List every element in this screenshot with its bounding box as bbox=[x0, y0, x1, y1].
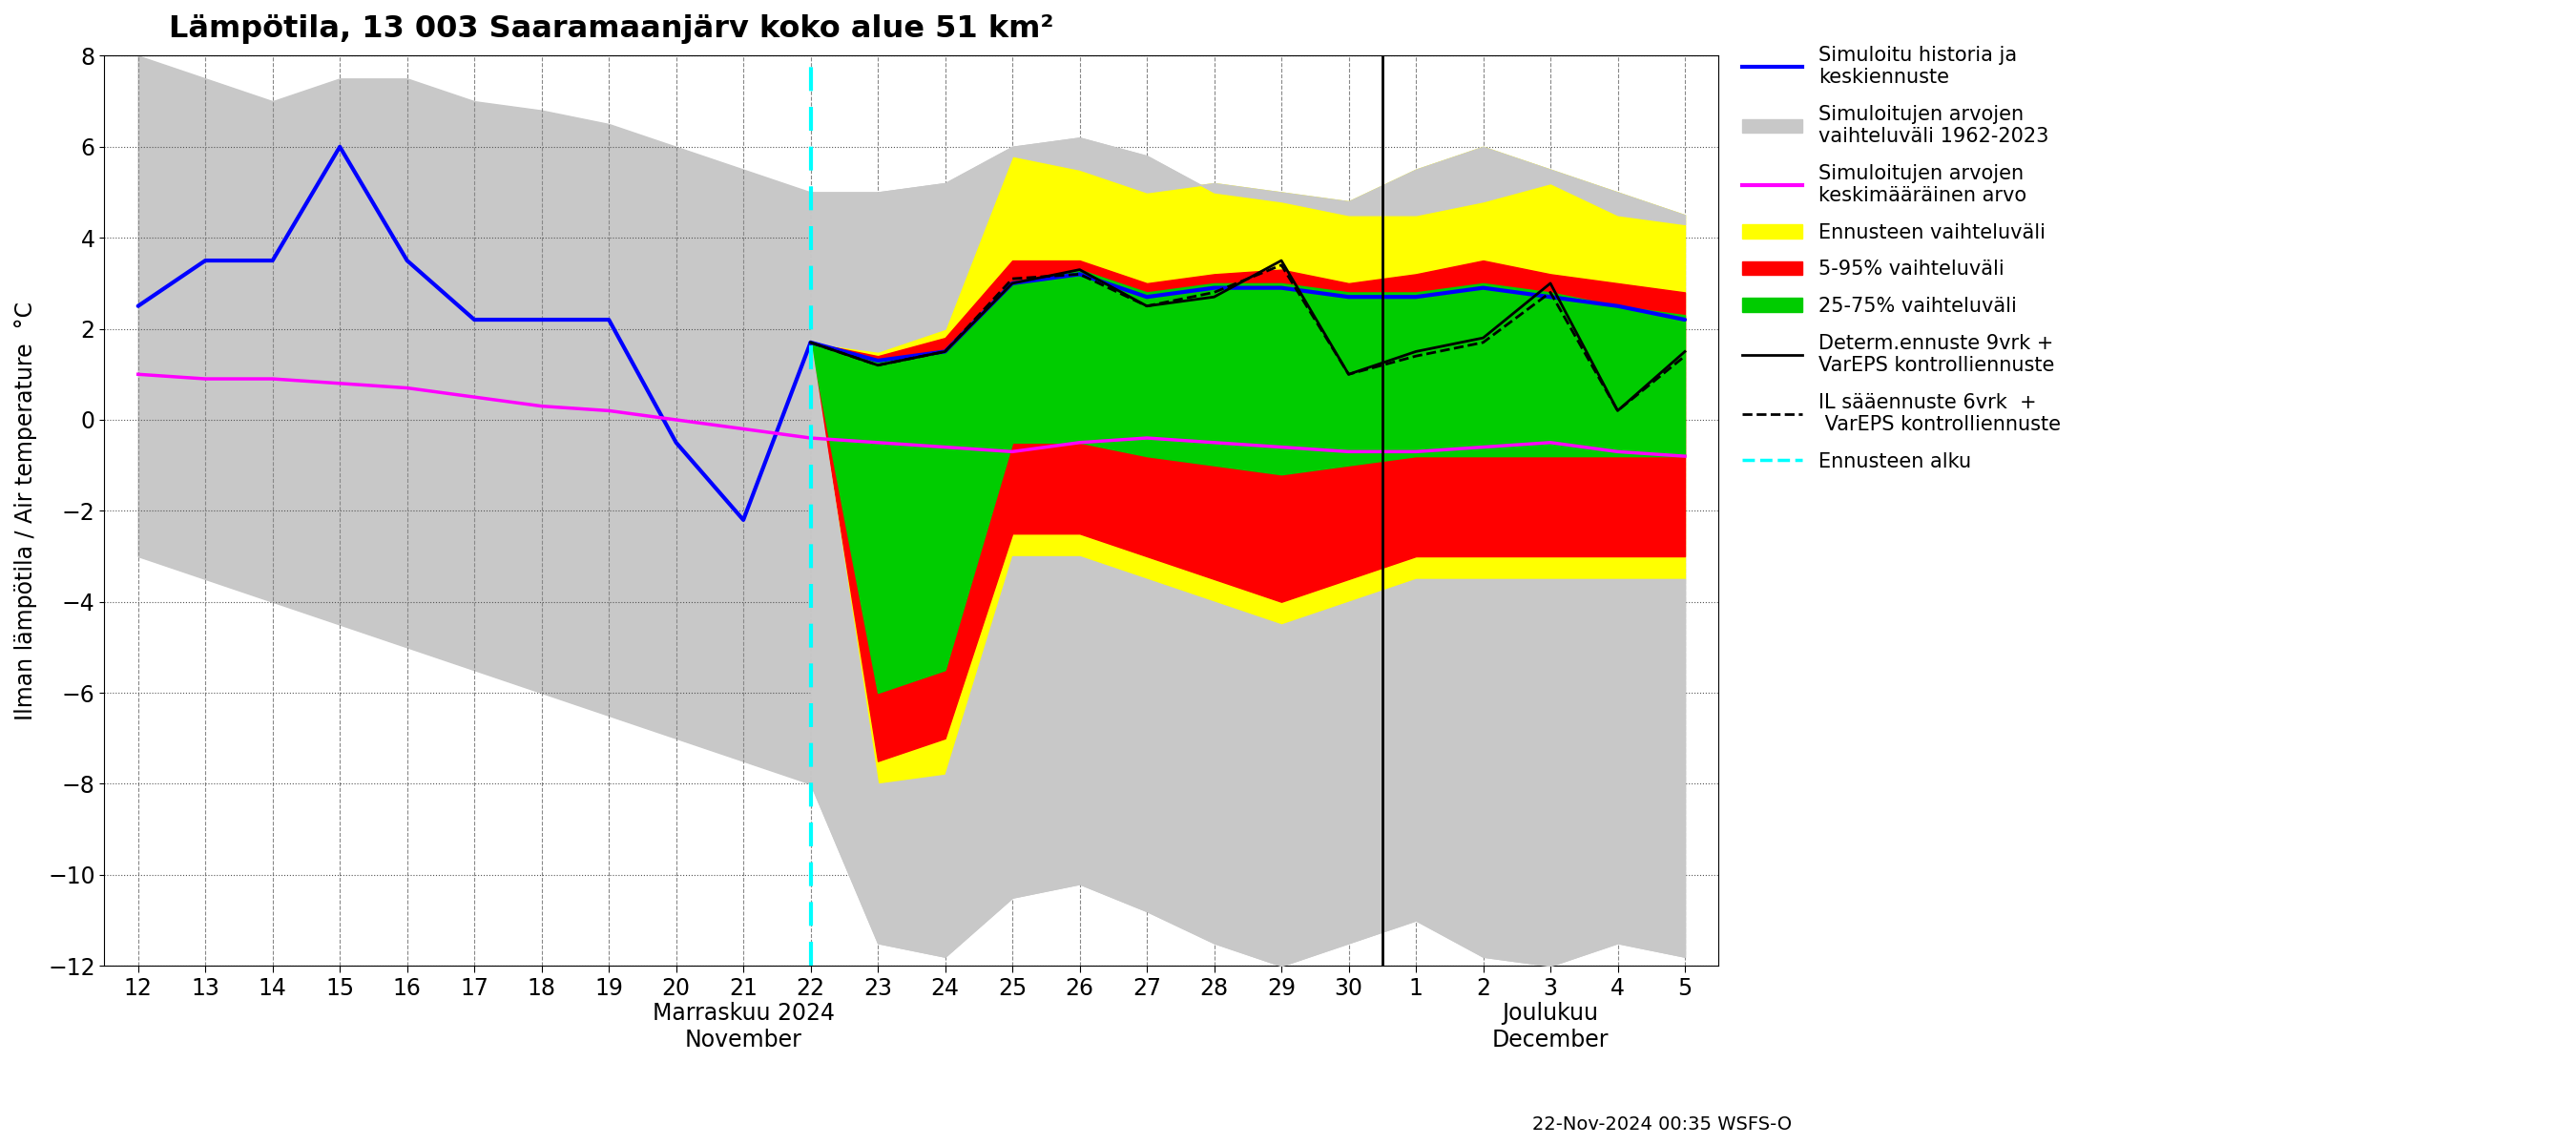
Legend: Simuloitu historia ja
keskiennuste, Simuloitujen arvojen
vaihteluväli 1962-2023,: Simuloitu historia ja keskiennuste, Simu… bbox=[1734, 38, 2069, 479]
Text: Marraskuu 2024
November: Marraskuu 2024 November bbox=[652, 1002, 835, 1051]
Text: Joulukuu
December: Joulukuu December bbox=[1492, 1002, 1610, 1051]
Text: 22-Nov-2024 00:35 WSFS-O: 22-Nov-2024 00:35 WSFS-O bbox=[1533, 1115, 1793, 1134]
Y-axis label: Ilman lämpötila / Air temperature  °C: Ilman lämpötila / Air temperature °C bbox=[15, 301, 36, 720]
Text: Lämpötila, 13 003 Saaramaanjärv koko alue 51 km²: Lämpötila, 13 003 Saaramaanjärv koko alu… bbox=[170, 14, 1054, 44]
